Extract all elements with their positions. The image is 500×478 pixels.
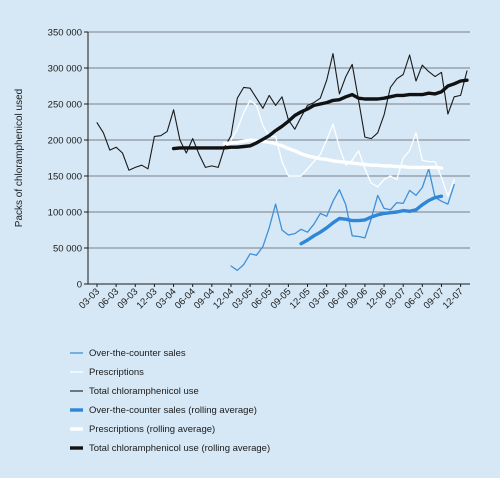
y-tick-label: 150 000	[48, 172, 82, 183]
legend-entry: Total chloramphenicol use (rolling avera…	[89, 443, 270, 454]
y-tick-label: 100 000	[48, 208, 82, 219]
y-tick-labels: 0 50 000 100 000 150 000 200 000 250 000 300 0…	[48, 28, 88, 291]
series-line-3	[96, 53, 468, 171]
legend: Over-the-counter sales Prescriptions Total…	[70, 348, 270, 454]
gridlines	[88, 31, 470, 249]
legend-entry: Over-the-counter sales (rolling average)	[89, 405, 257, 416]
axes	[87, 32, 470, 285]
series-line-6	[171, 78, 469, 151]
y-tick-label: 50 000	[53, 244, 82, 255]
legend-entry: Prescriptions	[89, 367, 144, 378]
y-tick-label: 200 000	[48, 136, 82, 147]
y-axis-label: Packs of chloramphenicol used	[14, 89, 25, 227]
y-tick-label: 350 000	[48, 28, 82, 39]
legend-entry: Over-the-counter sales	[89, 348, 186, 359]
legend-entry: Total chloramphenicol use	[89, 386, 199, 397]
series-line-1	[230, 168, 455, 271]
y-tick-label: 300 000	[48, 64, 82, 75]
series-lines	[96, 53, 469, 271]
y-tick-label: 250 000	[48, 100, 82, 111]
series-line-4	[299, 194, 444, 246]
y-tick-label: 0	[77, 280, 82, 291]
legend-entry: Prescriptions (rolling average)	[89, 424, 215, 435]
